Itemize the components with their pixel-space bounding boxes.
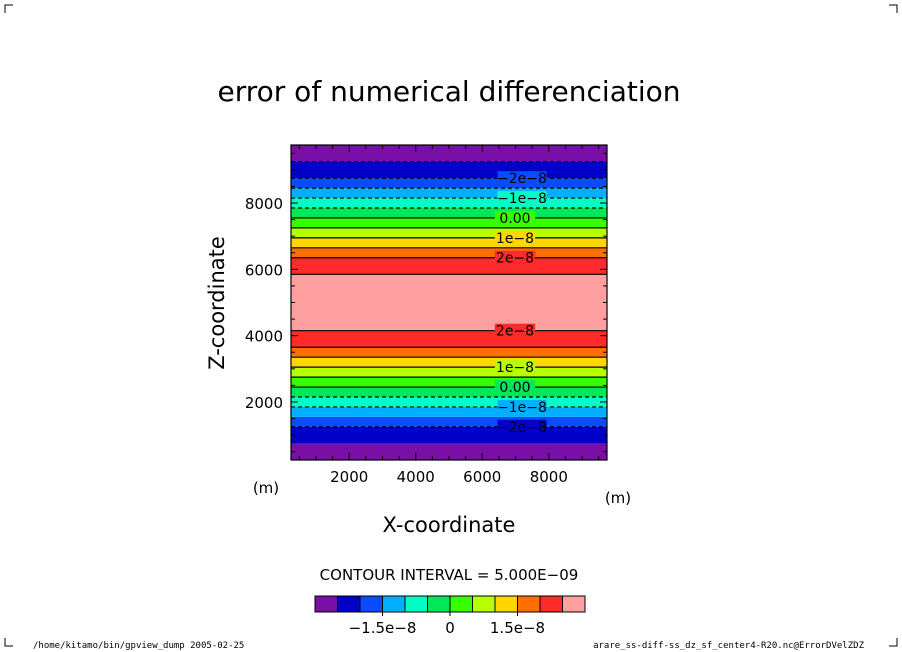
y-tick-label-4000: 4000 [245, 328, 283, 346]
y-axis-unit: (m) [253, 479, 279, 497]
x-tick-label-6000: 6000 [463, 468, 501, 486]
colorbar-cell-3 [382, 595, 406, 613]
colorbar-cell-9 [517, 595, 541, 613]
contour-label-bg-16 [497, 191, 547, 206]
contour-label-bg-8 [494, 323, 536, 338]
colorbar-tick-label-2: 1.5e−8 [490, 619, 545, 637]
contour-label-12: 1e−8 [496, 231, 534, 247]
contour-label-5: 1e−8 [496, 360, 534, 376]
contour-label-bg-12 [494, 230, 536, 245]
chart-title: error of numerical differenciation [218, 75, 681, 108]
contour-label-0: −2e−8 [497, 420, 547, 436]
band-7 [291, 367, 607, 378]
footer-right: arare_ss-diff-ss_dz_sf_center4-R20.nc@Er… [593, 641, 865, 651]
colorbar-tick-labels: −1.5e−8 0 1.5e−8 [349, 612, 545, 637]
contour-label-16: −1e−8 [497, 191, 547, 207]
x-axis-unit: (m) [605, 489, 631, 507]
band-0 [291, 443, 607, 460]
contour-label-bg-3 [494, 380, 536, 395]
contour-label-bg-18 [497, 171, 547, 186]
contour-label-1: −1e−8 [497, 400, 547, 416]
band-10 [291, 330, 607, 348]
colorbar-cell-8 [494, 595, 518, 613]
x-axis-ticks: 2000 4000 6000 8000 [298, 145, 600, 486]
colorbar-cell-2 [359, 595, 383, 613]
contour-label-3: 0.00 [499, 380, 530, 396]
contour-label-14: 0.00 [499, 211, 530, 227]
y-axis-title: Z-coordinate [205, 236, 229, 370]
contour-label-bg-1 [497, 399, 547, 414]
y-tick-label-6000: 6000 [245, 261, 283, 279]
colorbar-tick-label-1: 0 [445, 619, 455, 637]
band-11 [291, 274, 607, 331]
band-18 [291, 198, 607, 208]
y-axis-ticks: 2000 4000 6000 8000 [245, 152, 607, 453]
contour-label-bg-10 [494, 250, 536, 265]
band-17 [291, 208, 607, 218]
colorbar-tick-label-0: −1.5e−8 [349, 619, 417, 637]
contour-lines [291, 160, 607, 428]
band-5 [291, 387, 607, 397]
band-1 [291, 426, 607, 444]
colorbar-cell-1 [337, 595, 361, 613]
band-12 [291, 257, 607, 275]
band-13 [291, 247, 607, 258]
contour-label-8: 2e−8 [496, 324, 534, 340]
footer-left: /home/kitamo/bin/gpview_dump 2005-02-25 [33, 641, 244, 651]
band-4 [291, 397, 607, 407]
colorbar-cell-6 [449, 595, 473, 613]
crop-marks [4, 4, 898, 647]
band-19 [291, 188, 607, 199]
band-8 [291, 357, 607, 368]
colorbar-cell-5 [427, 595, 451, 613]
contour-labels: −2e−8 −1e−8 0.00 1e−8 2e−8 2e−8 1e−8 0.00 −1e−8 −… [494, 171, 547, 436]
contour-label-10: 2e−8 [496, 251, 534, 267]
colorbar-cell-4 [404, 595, 428, 613]
band-2 [291, 416, 607, 427]
colorbar [314, 595, 586, 613]
band-9 [291, 347, 607, 358]
x-tick-label-4000: 4000 [397, 468, 435, 486]
colorbar-cell-0 [314, 595, 338, 613]
filled-bands [291, 145, 607, 460]
band-20 [291, 178, 607, 189]
contour-interval-note: CONTOUR INTERVAL = 5.000E−09 [320, 566, 579, 584]
contour-label-18: −2e−8 [497, 171, 547, 187]
colorbar-cell-7 [472, 595, 496, 613]
band-14 [291, 237, 607, 248]
band-16 [291, 217, 607, 228]
colorbar-cell-10 [539, 595, 563, 613]
contour-label-bg-14 [494, 210, 536, 225]
band-3 [291, 406, 607, 417]
band-6 [291, 377, 607, 388]
band-15 [291, 227, 607, 238]
colorbar-cell-11 [562, 595, 586, 613]
y-tick-label-8000: 8000 [245, 195, 283, 213]
x-tick-label-8000: 8000 [530, 468, 568, 486]
band-22 [291, 145, 607, 162]
x-tick-label-2000: 2000 [330, 468, 368, 486]
band-21 [291, 161, 607, 179]
contour-label-bg-5 [494, 360, 536, 375]
plot-area: −2e−8 −1e−8 0.00 1e−8 2e−8 2e−8 1e−8 0.00 −1e−8 −… [245, 144, 608, 486]
x-axis-title: X-coordinate [383, 513, 516, 537]
y-tick-label-2000: 2000 [245, 394, 283, 412]
contour-label-bg-0 [497, 419, 547, 434]
